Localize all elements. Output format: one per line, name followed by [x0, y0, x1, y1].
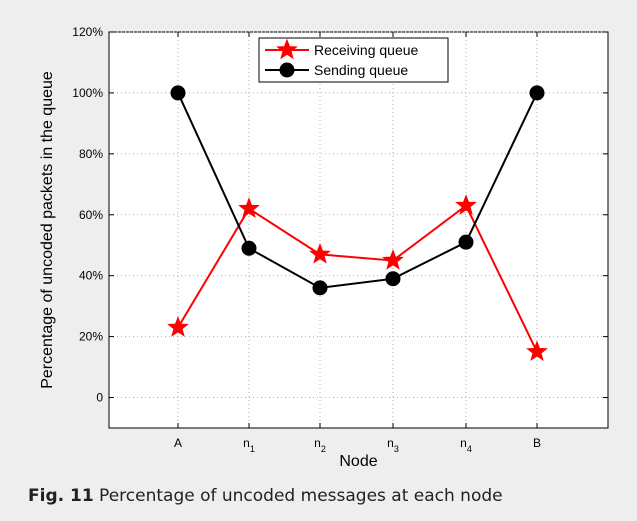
series-receiving-queue	[167, 194, 548, 362]
legend-marker	[279, 62, 295, 78]
x-tick-label: n3	[387, 436, 399, 454]
series-sending-queue	[170, 85, 545, 296]
y-tick-label: 40%	[79, 269, 103, 283]
figure-number: Fig. 11	[28, 486, 94, 506]
x-tick-label: B	[533, 436, 541, 450]
x-tick-label: n2	[314, 436, 326, 454]
y-axis-label: Percentage of uncoded packets in the que…	[39, 71, 56, 389]
y-tick-label: 60%	[79, 208, 103, 222]
data-point-marker	[526, 340, 548, 362]
data-point-marker	[455, 194, 477, 215]
data-point-marker	[167, 316, 189, 337]
y-tick-label: 0	[96, 391, 103, 405]
data-point-marker	[238, 197, 260, 218]
x-tick-label: n4	[460, 436, 472, 454]
data-point-marker	[309, 242, 331, 264]
x-axis-label: Node	[339, 453, 377, 470]
legend-label: Sending queue	[314, 62, 408, 78]
legend-marker	[276, 38, 298, 60]
series-line	[177, 204, 538, 353]
data-point-marker	[312, 280, 328, 296]
legend: Receiving queue Sending queue	[258, 37, 449, 83]
data-point-marker	[382, 249, 404, 270]
legend-label: Receiving queue	[314, 42, 419, 58]
series-layer	[167, 85, 548, 362]
x-tick-label: A	[174, 436, 182, 450]
plot-area	[108, 31, 609, 429]
y-tick-label: 20%	[79, 330, 103, 344]
figure-caption: Fig. 11 Percentage of uncoded messages a…	[28, 486, 628, 506]
axis-ticks: 0 20% 40% 60% 80% 100% 120% A n1 n2 n3 n4 B	[72, 25, 608, 454]
data-point-marker	[170, 85, 186, 101]
data-point-marker	[458, 234, 474, 250]
data-point-marker	[241, 240, 257, 256]
x-tick-label: n1	[243, 436, 255, 454]
data-point-marker	[529, 85, 545, 101]
data-point-marker	[385, 271, 401, 287]
y-tick-label: 80%	[79, 147, 103, 161]
y-tick-label: 120%	[72, 25, 103, 39]
series-line	[177, 92, 538, 289]
caption-text: Percentage of uncoded messages at each n…	[93, 486, 503, 506]
y-tick-label: 100%	[72, 86, 103, 100]
